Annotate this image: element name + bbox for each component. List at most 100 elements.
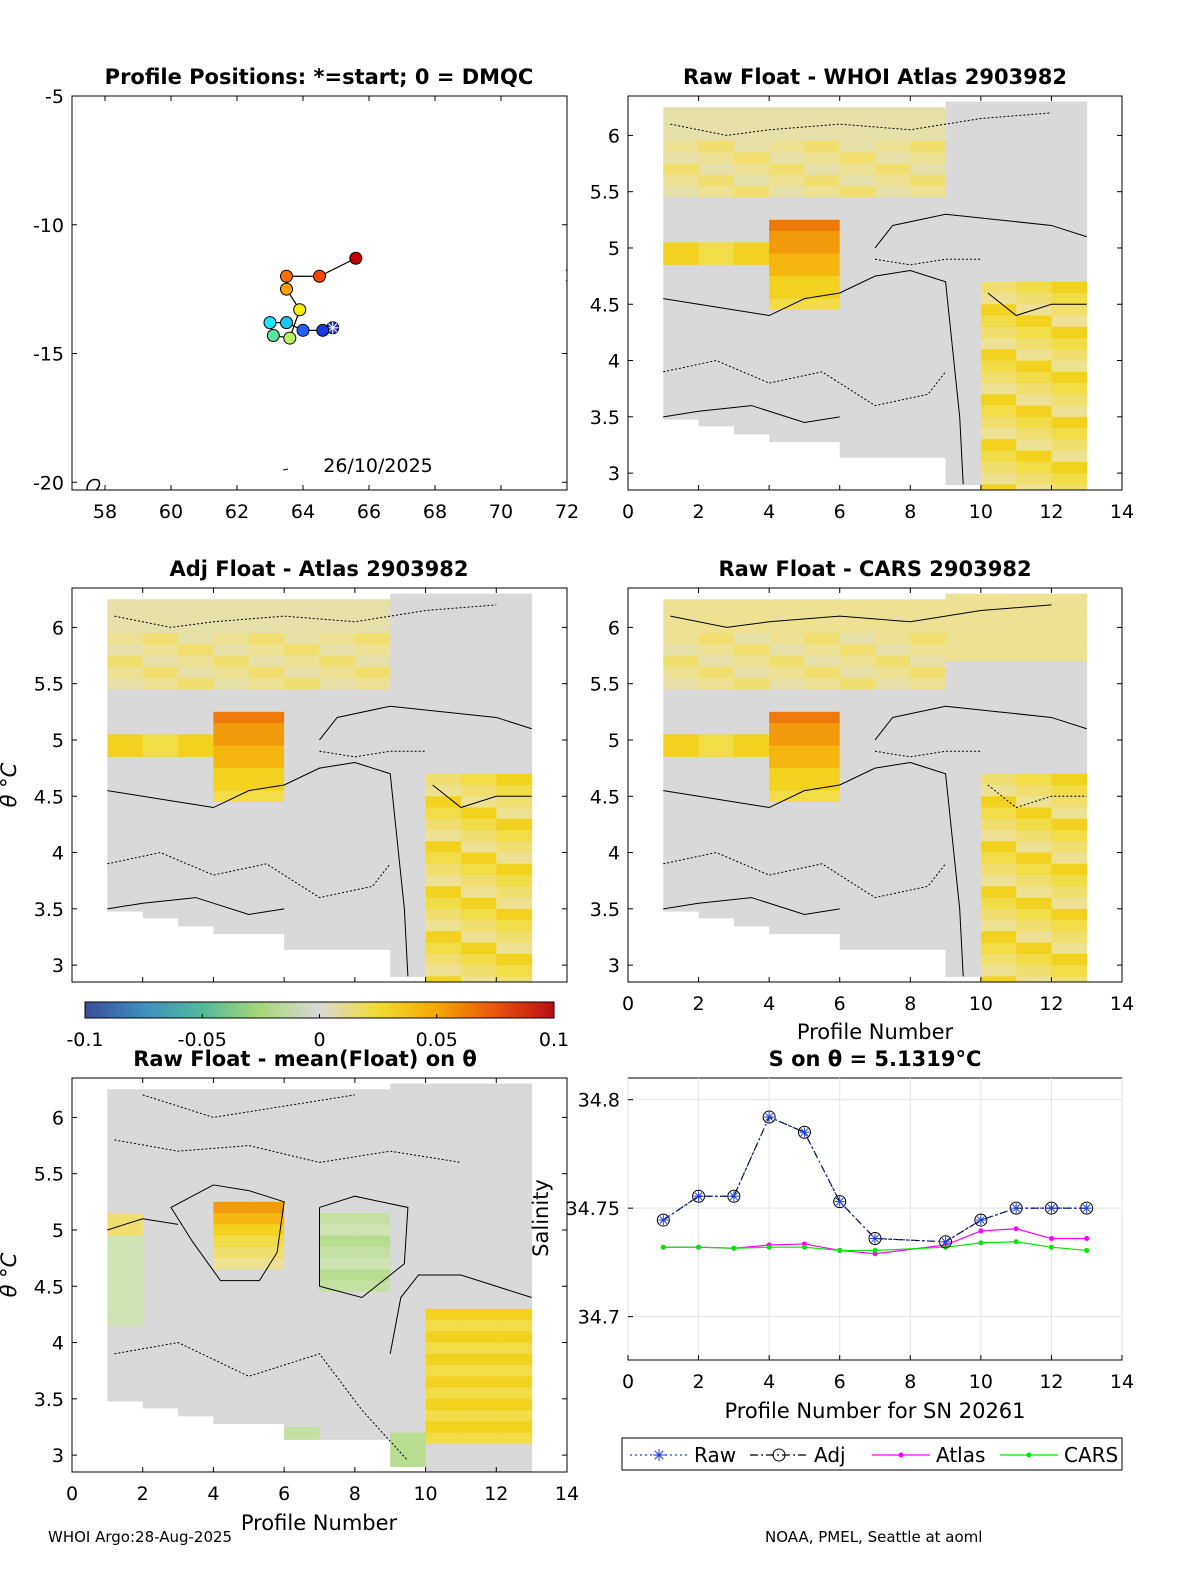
heatmap-cell [284, 1404, 320, 1417]
heatmap-cell [804, 711, 841, 724]
heatmap-cell [107, 835, 144, 848]
heatmap-cell [248, 745, 285, 758]
heatmap-cell [460, 762, 497, 775]
heatmap-cell [698, 197, 735, 210]
heatmap-cell [875, 655, 911, 668]
heatmap-cell [804, 891, 841, 904]
salinity-ylabel: Salinity [529, 1179, 553, 1257]
heatmap-cell [460, 1128, 497, 1141]
heatmap-cell [839, 756, 876, 769]
heatmap-cell [496, 1353, 533, 1366]
heatmap-cell [945, 897, 982, 910]
heatmap-cell [107, 745, 144, 758]
x-tick-label: 2 [693, 501, 705, 523]
heatmap-cell [910, 914, 947, 927]
heatmap-cell [425, 683, 462, 696]
heatmap-cell [945, 694, 982, 707]
heatmap-cell [1016, 863, 1052, 876]
heatmap-cell [769, 298, 805, 311]
heatmap-cell [980, 863, 1017, 876]
y-tick-label: -5 [45, 86, 64, 108]
heatmap-cell [910, 264, 947, 277]
heatmap-cell [142, 903, 179, 915]
x-tick-label: 14 [1110, 501, 1134, 523]
heatmap-cell [910, 354, 947, 367]
heatmap-cell [875, 599, 911, 612]
heatmap-cell [319, 1348, 356, 1360]
heatmap-cell [460, 830, 497, 842]
heatmap-cell [663, 711, 700, 724]
heatmap-cell [910, 433, 947, 446]
heatmap-cell [698, 163, 735, 176]
heatmap-cell [1051, 315, 1088, 328]
heatmap-cell [354, 891, 391, 904]
heatmap-cell [1016, 852, 1052, 865]
heatmap-cell [945, 796, 982, 809]
heatmap-cell [319, 768, 356, 780]
heatmap-cell [142, 768, 179, 780]
heatmap-cell [284, 869, 320, 882]
heatmap-cell [460, 976, 497, 982]
heatmap-cell [319, 1123, 356, 1135]
heatmap-cell [1051, 281, 1088, 294]
heatmap-cell [142, 700, 179, 713]
heatmap-cell [142, 1100, 179, 1113]
y-tick-label: 5 [52, 730, 64, 752]
contour-zero [170, 1184, 285, 1282]
heatmap-cell [663, 835, 700, 848]
heatmap-cell [178, 1280, 214, 1293]
heatmap-cell [354, 1246, 391, 1259]
heatmap-cell [980, 225, 1017, 238]
heatmap-cell [107, 633, 144, 645]
heatmap-cell [248, 1359, 285, 1372]
heatmap-cell [945, 112, 982, 125]
heatmap-cell [390, 649, 427, 662]
contour-zero [319, 1195, 409, 1299]
heatmap-cell [1051, 593, 1088, 606]
heatmap-cell [460, 1443, 497, 1456]
heatmap-cell [733, 734, 770, 747]
heatmap-cell [769, 433, 805, 443]
heatmap-cell [248, 633, 285, 645]
heatmap-cell [178, 1089, 214, 1102]
heatmap-cell [839, 118, 876, 131]
profile-position-marker [280, 269, 293, 283]
heatmap-cell [425, 1365, 462, 1377]
heatmap-cell [733, 779, 770, 792]
heatmap-cell [839, 107, 876, 120]
heatmap-cell [425, 751, 462, 763]
heatmap-cell [390, 773, 427, 786]
heatmap-cell [213, 1370, 250, 1383]
heatmap-cell [980, 965, 1017, 977]
heatmap-cell [980, 908, 1017, 921]
heatmap-cell [354, 1303, 391, 1315]
heatmap-cell [354, 1123, 391, 1135]
heatmap-cell [213, 1190, 250, 1203]
heatmap-cell [107, 711, 144, 724]
heatmap-cell [390, 1207, 427, 1220]
heatmap-cell [804, 152, 841, 165]
heatmap-cell [496, 875, 533, 887]
heatmap-cell [496, 1083, 533, 1096]
heatmap-cell [663, 880, 700, 893]
heatmap-cell [1051, 484, 1088, 490]
heatmap-cell [496, 1443, 533, 1456]
point-raw [871, 1234, 879, 1243]
heatmap-cell [1016, 661, 1052, 673]
heatmap-cell [663, 129, 700, 142]
heatmap-cell [733, 343, 770, 356]
heatmap-cell [460, 897, 497, 910]
heatmap-cell [1016, 281, 1052, 294]
heatmap-cell [354, 936, 391, 949]
x-tick-label: 10 [969, 993, 993, 1015]
heatmap-cell [248, 1325, 285, 1338]
heatmap-cell [839, 411, 876, 423]
heatmap-cell [390, 1365, 427, 1377]
heatmap-cell [1016, 672, 1052, 685]
heatmap-cell [663, 219, 700, 232]
raw-mean-title: Raw Float - mean(Float) on θ [133, 1047, 477, 1071]
heatmap-cell [284, 1381, 320, 1394]
heatmap-cell [839, 633, 876, 645]
point-cars [978, 1240, 984, 1246]
heatmap-cell [1016, 169, 1052, 181]
